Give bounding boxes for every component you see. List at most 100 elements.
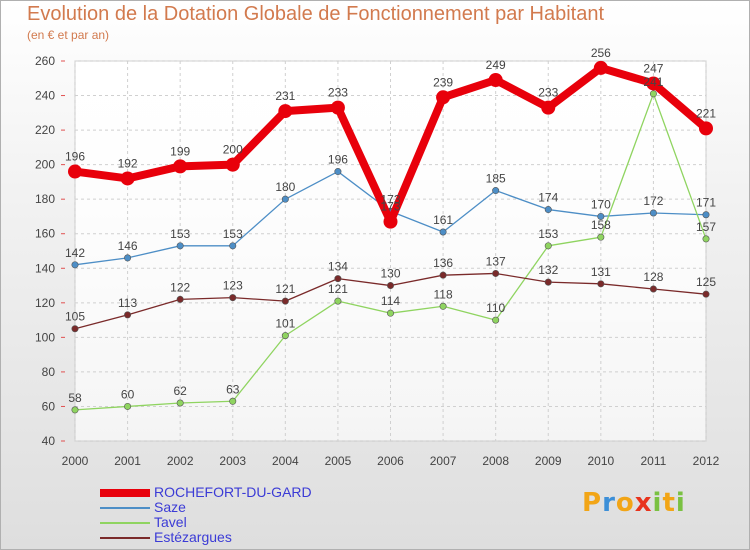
data-point [597,233,605,241]
data-point [649,285,657,293]
y-tick-label: 200 [35,158,55,172]
data-label: 173 [380,192,400,206]
logo-letter: o [615,488,635,518]
data-point [176,399,184,407]
proxiti-logo: Proxiti [582,488,686,518]
legend-label: Saze [154,499,186,515]
x-tick-label: 2011 [641,454,667,468]
data-label: 192 [118,156,138,170]
data-point [386,282,394,290]
data-point [544,242,552,250]
data-label: 249 [486,58,506,72]
data-label: 221 [696,106,716,120]
data-label: 185 [486,172,506,186]
data-point [71,325,79,333]
data-label: 196 [65,150,85,164]
logo-letter: i [675,488,686,518]
x-tick-label: 2007 [430,454,457,468]
y-tick-label: 220 [35,123,55,137]
legend-label: Estézargues [154,529,232,545]
data-label: 58 [68,391,82,405]
data-label: 158 [591,218,611,232]
data-point [544,206,552,214]
legend-label: Tavel [154,514,187,530]
data-point [229,397,237,405]
data-label: 60 [121,387,135,401]
data-point [436,90,451,105]
data-label: 241 [643,75,663,89]
chart-subtitle: (en € et par an) [27,28,110,42]
logo-letter: r [602,488,616,518]
data-point [229,294,237,302]
data-label: 128 [643,270,663,284]
y-tick-label: 100 [35,330,55,344]
legend-swatch [100,507,150,509]
y-tick-label: 240 [35,89,55,103]
data-label: 199 [170,144,190,158]
data-point [124,311,132,319]
data-label: 161 [433,213,453,227]
data-label: 172 [643,194,663,208]
data-point [71,406,79,414]
y-tick-label: 180 [35,192,55,206]
x-tick-label: 2005 [325,454,352,468]
data-label: 146 [118,239,138,253]
x-tick-label: 2003 [219,454,246,468]
data-label: 101 [275,317,295,331]
legend-swatch [100,537,150,539]
data-label: 125 [696,275,716,289]
data-point [699,121,713,136]
y-tick-label: 260 [35,54,55,68]
data-point [702,211,710,219]
data-label: 136 [433,256,453,270]
data-label: 233 [538,86,558,100]
data-point [173,159,188,174]
data-label: 132 [538,263,558,277]
logo-letter: i [652,488,663,518]
data-label: 157 [696,220,716,234]
data-label: 114 [381,294,400,308]
data-point [334,297,342,305]
data-point [229,242,237,250]
data-point [386,309,394,317]
data-point [225,157,240,172]
data-label: 153 [170,227,190,241]
data-label: 196 [328,153,348,167]
x-tick-label: 2002 [167,454,194,468]
data-point [492,269,500,277]
data-label: 62 [173,384,187,398]
data-point [488,73,503,87]
data-point [281,332,289,340]
data-label: 153 [223,227,243,241]
data-point [176,295,184,303]
data-point [124,254,132,262]
data-label: 239 [433,75,453,89]
data-label: 231 [275,89,295,103]
data-point [702,290,710,298]
y-tick-label: 140 [35,261,55,275]
data-label: 131 [591,265,611,279]
x-tick-label: 2000 [62,454,89,468]
legend-swatch [100,522,150,524]
data-label: 142 [65,246,85,260]
data-label: 173 [380,200,400,214]
x-tick-label: 2009 [535,454,562,468]
data-point [541,100,556,115]
data-label: 118 [434,287,453,301]
data-label: 200 [223,143,243,157]
data-point [646,76,661,91]
data-label: 233 [328,86,348,100]
data-label: 134 [328,260,348,274]
data-point [439,271,447,279]
data-label: 180 [275,180,295,194]
data-point [649,90,657,98]
data-label: 123 [223,279,243,293]
x-tick-label: 2004 [272,454,299,468]
data-label: 171 [696,196,716,210]
data-label: 121 [275,282,295,296]
data-point [702,235,710,243]
data-point [334,168,342,176]
y-tick-label: 120 [35,296,55,310]
data-point [383,214,398,229]
data-point [330,100,345,115]
